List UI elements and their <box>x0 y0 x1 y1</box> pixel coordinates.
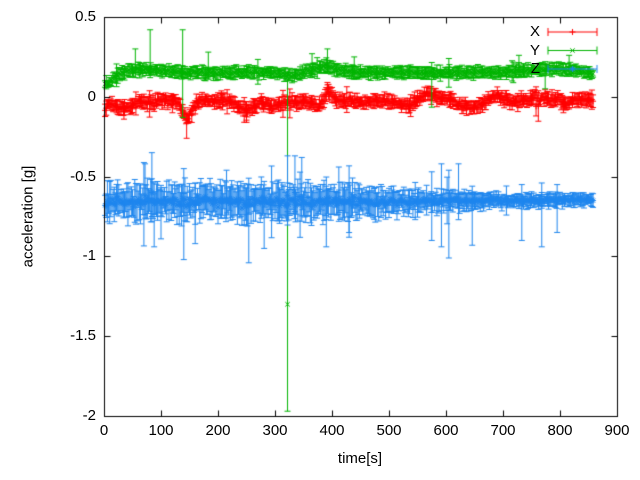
y-tick-label: -0.5 <box>70 167 96 185</box>
x-tick-label: 600 <box>433 422 459 439</box>
y-tick-label: -1.5 <box>70 327 96 345</box>
x-tick-label: 300 <box>262 422 288 439</box>
x-tick-label: 100 <box>148 422 174 439</box>
x-axis-title: time[s] <box>337 450 383 467</box>
y-tick-label: -1 <box>82 247 96 265</box>
x-tick-label: 500 <box>376 422 402 439</box>
x-tick-label: 400 <box>319 422 345 439</box>
legend-label-x: X <box>529 23 540 40</box>
x-tick-label: 900 <box>604 422 630 439</box>
y-axis-title: acceleration [g] <box>19 165 37 268</box>
legend-label-z: Z <box>530 60 540 77</box>
x-tick-label: 800 <box>547 422 573 439</box>
x-tick-label: 700 <box>490 422 516 439</box>
y-tick-label: 0 <box>87 87 96 105</box>
y-tick-label: 0.5 <box>75 8 96 25</box>
x-tick-label: 200 <box>205 422 231 439</box>
x-tick-label: 0 <box>99 422 109 439</box>
legend-label-y: Y <box>529 41 540 59</box>
y-tick-label: -2 <box>82 407 96 424</box>
